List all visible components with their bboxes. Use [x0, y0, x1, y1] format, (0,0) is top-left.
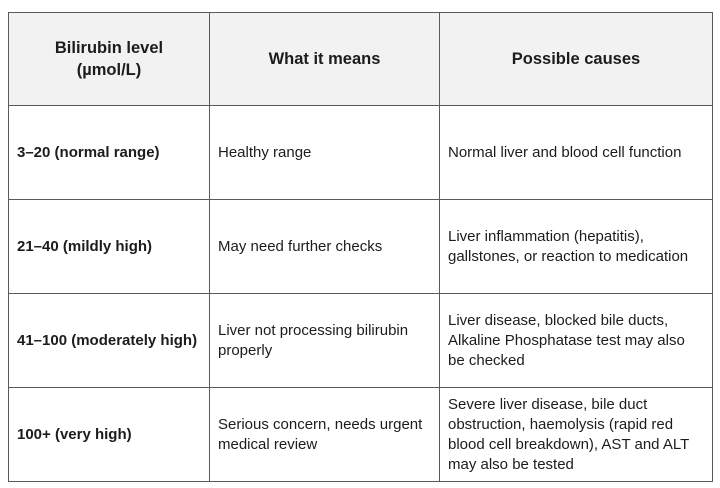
header-bilirubin-level-unit: (µmol/L)	[76, 61, 142, 79]
level-cell: 41–100 (moderately high)	[8, 293, 210, 388]
level-cell: 21–40 (mildly high)	[8, 199, 210, 294]
meaning-cell: Serious concern, needs urgent medical re…	[209, 387, 440, 482]
meaning-cell: Healthy range	[209, 105, 440, 200]
table-body: 3–20 (normal range) Healthy range Normal…	[8, 105, 713, 482]
level-cell: 100+ (very high)	[8, 387, 210, 482]
table-header: Bilirubin level (µmol/L) What it means P…	[8, 12, 713, 106]
causes-cell: Liver disease, blocked bile ducts, Alkal…	[439, 293, 713, 388]
header-possible-causes: Possible causes	[439, 12, 713, 106]
header-what-it-means: What it means	[209, 12, 440, 106]
table-row: 21–40 (mildly high) May need further che…	[8, 199, 713, 294]
header-row: Bilirubin level (µmol/L) What it means P…	[8, 12, 713, 106]
causes-cell: Liver inflammation (hepatitis), gallston…	[439, 199, 713, 294]
header-what-it-means-label: What it means	[268, 50, 381, 68]
meaning-cell: May need further checks	[209, 199, 440, 294]
level-cell: 3–20 (normal range)	[8, 105, 210, 200]
table-row: 41–100 (moderately high) Liver not proce…	[8, 293, 713, 388]
header-bilirubin-level-line1: Bilirubin level	[54, 39, 164, 57]
header-bilirubin-level: Bilirubin level (µmol/L)	[8, 12, 210, 106]
causes-cell: Severe liver disease, bile duct obstruct…	[439, 387, 713, 482]
bilirubin-levels-table: Bilirubin level (µmol/L) What it means P…	[8, 12, 713, 482]
causes-cell: Normal liver and blood cell function	[439, 105, 713, 200]
table-row: 3–20 (normal range) Healthy range Normal…	[8, 105, 713, 200]
meaning-cell: Liver not processing bilirubin properly	[209, 293, 440, 388]
table-row: 100+ (very high) Serious concern, needs …	[8, 387, 713, 482]
header-possible-causes-label: Possible causes	[511, 50, 641, 68]
